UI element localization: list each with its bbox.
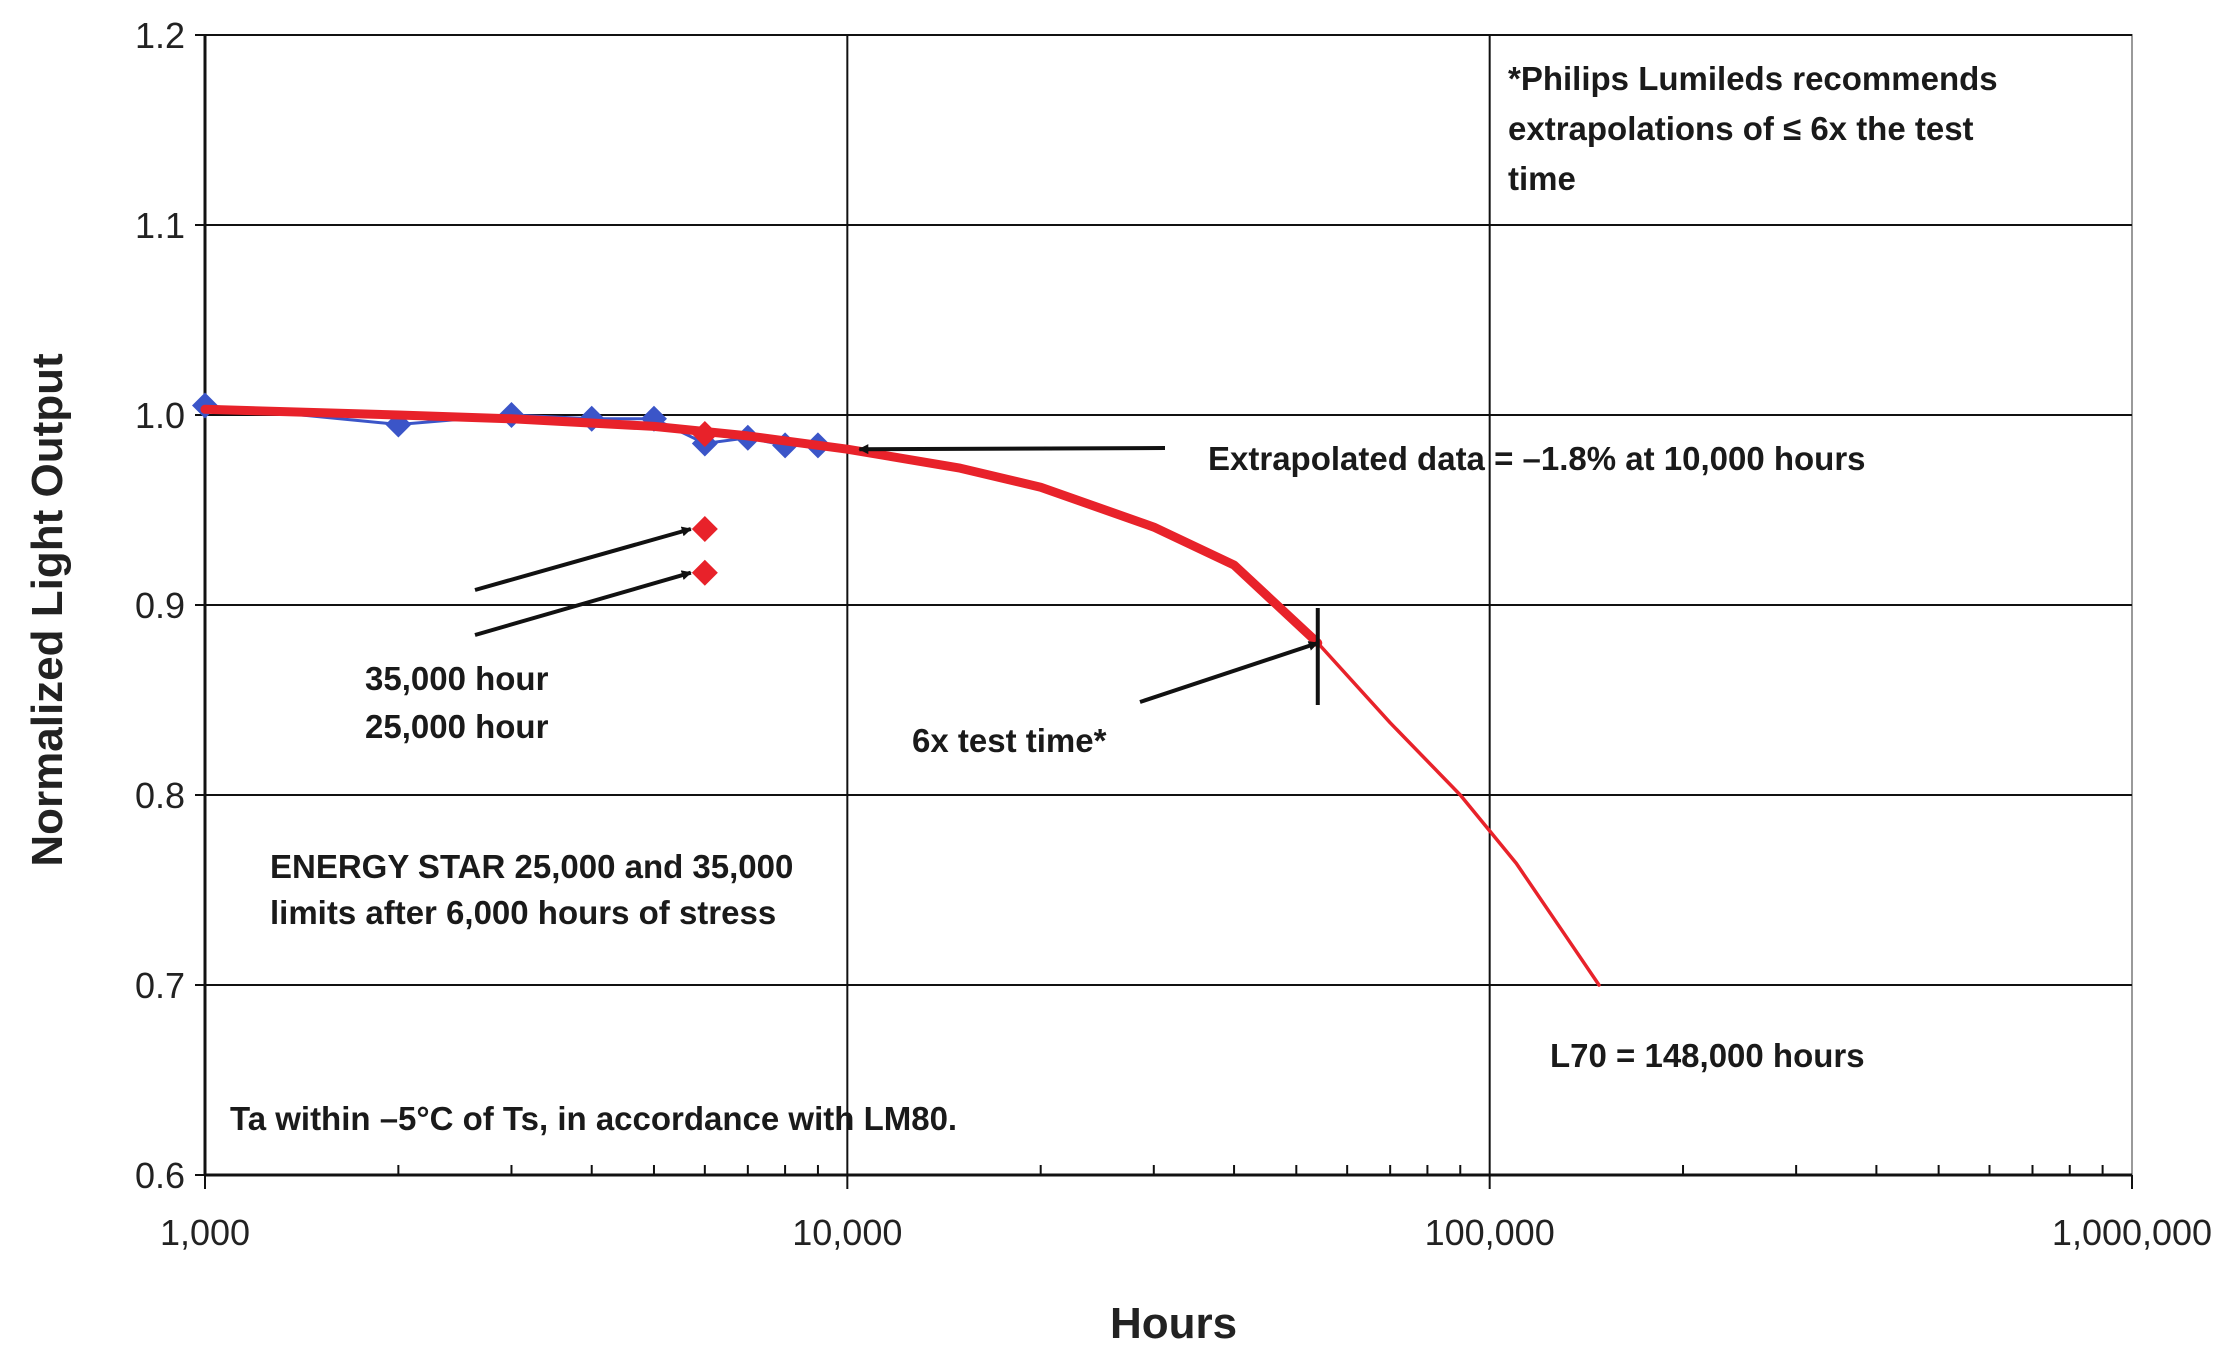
energy-star-label: limits after 6,000 hours of stress bbox=[270, 894, 776, 931]
recommendation-note: time bbox=[1508, 160, 1576, 197]
extrapolated-label: Extrapolated data = –1.8% at 10,000 hour… bbox=[1208, 440, 1866, 477]
y-axis-title: Normalized Light Output bbox=[23, 353, 72, 867]
data-series bbox=[192, 392, 1601, 987]
energy-star-label: ENERGY STAR 25,000 and 35,000 bbox=[270, 848, 793, 885]
x-tick-label: 1,000,000 bbox=[2052, 1212, 2212, 1253]
x-tick-label: 10,000 bbox=[792, 1212, 902, 1253]
test-time-arrow bbox=[1139, 641, 1319, 704]
limit-35000-arrow bbox=[474, 526, 692, 592]
recommendation-note: *Philips Lumileds recommends bbox=[1508, 60, 1998, 97]
fit-curve-thick bbox=[200, 404, 1323, 648]
data-point bbox=[691, 516, 718, 542]
recommendation-note: extrapolations of ≤ 6x the test bbox=[1508, 110, 1974, 147]
y-tick-label: 1.2 bbox=[135, 15, 185, 56]
limit-hours-label: 25,000 hour bbox=[365, 708, 549, 745]
limit-25000-arrow bbox=[474, 570, 692, 637]
test-conditions-label: Ta within –5°C of Ts, in accordance with… bbox=[230, 1100, 957, 1137]
y-tick-label: 0.8 bbox=[135, 775, 185, 816]
annotations: *Philips Lumileds recommends extrapolatio… bbox=[230, 60, 1998, 1137]
x-tick-label: 100,000 bbox=[1425, 1212, 1555, 1253]
data-point bbox=[691, 559, 718, 586]
test-time-label: 6x test time* bbox=[912, 722, 1107, 759]
x-axis-title: Hours bbox=[1110, 1299, 1237, 1345]
y-tick-label: 0.9 bbox=[135, 585, 185, 626]
x-tick-label: 1,000 bbox=[160, 1212, 250, 1253]
l70-label: L70 = 148,000 hours bbox=[1550, 1037, 1865, 1074]
y-tick-label: 0.6 bbox=[135, 1155, 185, 1196]
extrapolated-arrow bbox=[858, 444, 1166, 455]
y-tick-label: 1.1 bbox=[135, 205, 185, 246]
grid-lines bbox=[204, 34, 2133, 1176]
fit-curve-thin bbox=[1316, 641, 1601, 987]
data-point bbox=[691, 421, 718, 447]
axes: 0.6 0.7 0.8 0.9 1.0 1.1 1.2 1,000 10,000 100,000 1… bbox=[23, 15, 2212, 1345]
y-tick-label: 1.0 bbox=[135, 395, 185, 436]
y-tick-label: 0.7 bbox=[135, 965, 185, 1006]
limit-hours-label: 35,000 hour bbox=[365, 660, 549, 697]
